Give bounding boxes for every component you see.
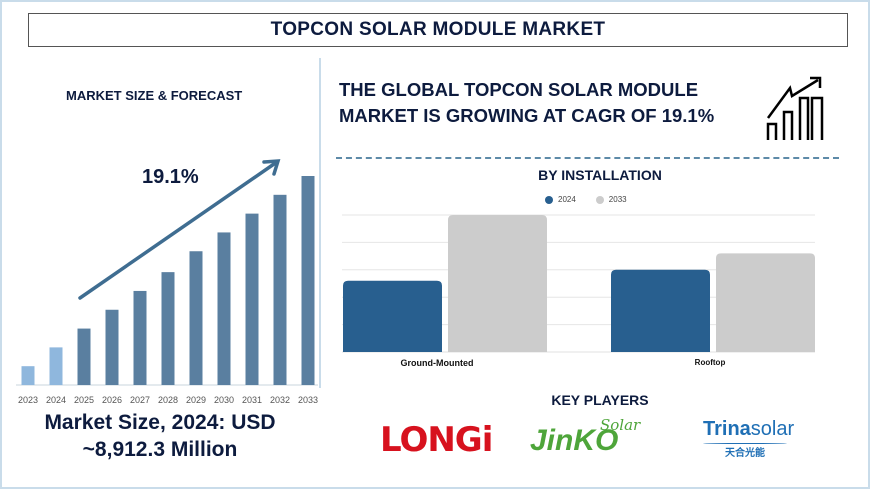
bar-ground-mounted-2033 <box>448 215 547 352</box>
growth-chart-icon <box>766 76 824 140</box>
logo-text: solar <box>750 418 795 440</box>
logo-longi: LONGi <box>380 420 493 460</box>
logo-text: JinKO <box>530 424 619 457</box>
bar-2023 <box>21 366 35 385</box>
category-label: Ground-Mounted <box>401 358 474 368</box>
bar-2026 <box>105 309 119 385</box>
bar-ground-mounted-2024 <box>343 280 442 352</box>
installation-title: BY INSTALLATION <box>538 167 662 183</box>
tick-label-2030: 2030 <box>214 395 234 405</box>
legend-label: 2024 <box>558 195 576 204</box>
tick-label-2024: 2024 <box>46 395 66 405</box>
tick-label-2028: 2028 <box>158 395 178 405</box>
bar-2025 <box>77 328 91 385</box>
tick-label-2025: 2025 <box>74 395 94 405</box>
dashed-divider <box>336 157 839 159</box>
tick-label-2027: 2027 <box>130 395 150 405</box>
logo-jinko: JinKO Solar <box>530 416 640 458</box>
key-players-title: KEY PLAYERS <box>551 392 649 408</box>
bar-2024 <box>49 347 63 385</box>
bar-2030 <box>217 232 231 385</box>
bar-2028 <box>161 272 175 385</box>
tick-label-2033: 2033 <box>298 395 318 405</box>
legend-swatch <box>545 195 553 204</box>
legend: 2024 2033 <box>545 195 627 204</box>
arrow-head-icon <box>262 159 281 176</box>
page-title: TOPCON SOLAR MODULE MARKET <box>270 19 606 40</box>
market-size-line: Market Size, 2024: USD <box>44 411 276 434</box>
cagr-label: 19.1% <box>142 166 199 188</box>
bar-rooftop-2033 <box>716 253 815 352</box>
bar-2033 <box>301 176 315 385</box>
tick-label-2031: 2031 <box>242 395 262 405</box>
title-box: TOPCON SOLAR MODULE MARKET <box>28 13 848 47</box>
market-size: Market Size, 2024: USD ~8,912.3 Million <box>0 409 320 463</box>
bar-2029 <box>189 251 203 385</box>
logo-text: 天合光能 <box>725 448 765 459</box>
legend-item-2024: 2024 <box>545 195 576 204</box>
tick-label-2032: 2032 <box>270 395 290 405</box>
logo-trina: Trinasolar 天合光能 <box>703 418 794 459</box>
logo-text: Trina <box>703 418 751 440</box>
headline-line: MARKET IS GROWING AT CAGR OF 19.1% <box>339 105 715 126</box>
category-label: Rooftop <box>695 358 726 367</box>
section-label: MARKET SIZE & FORECAST <box>66 88 243 103</box>
legend-swatch <box>595 195 604 204</box>
tick-label-2023: 2023 <box>18 395 38 405</box>
bar-rooftop-2024 <box>611 269 710 352</box>
legend-item-2033: 2033 <box>595 195 627 204</box>
logo-swoosh <box>703 443 787 444</box>
tick-label-2029: 2029 <box>186 395 206 405</box>
divider <box>319 58 321 388</box>
growth-arrow <box>78 162 276 300</box>
headline-line: THE GLOBAL TOPCON SOLAR MODULE <box>339 79 699 100</box>
bar-2032 <box>273 194 287 385</box>
market-size-line: ~8,912.3 Million <box>82 438 238 461</box>
legend-label: 2033 <box>608 195 627 204</box>
bar-2031 <box>245 213 259 385</box>
logo-text: Solar <box>600 416 641 434</box>
bar-2027 <box>133 290 147 385</box>
tick-label-2026: 2026 <box>102 395 122 405</box>
headline: THE GLOBAL TOPCON SOLAR MODULE MARKET IS… <box>339 77 759 129</box>
